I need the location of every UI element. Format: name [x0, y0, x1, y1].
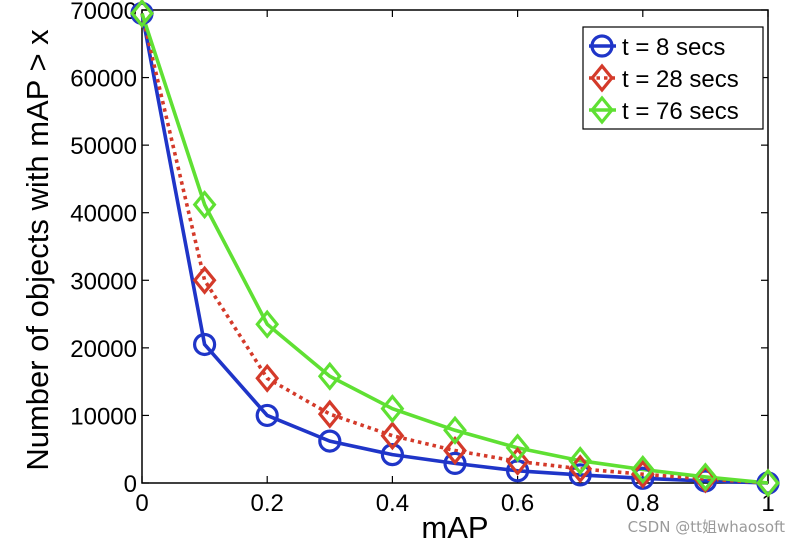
series-layer	[130, 0, 780, 498]
series-3-point	[568, 446, 593, 476]
watermark: CSDN @tt姐whaosoft	[628, 518, 785, 536]
series-3-point	[505, 433, 530, 463]
y-tick-label: 0	[124, 471, 137, 498]
series-2-point	[255, 363, 280, 393]
legend-label-2: t = 28 secs	[622, 66, 739, 93]
x-axis: 0 0.2 0.4 0.6 0.8 1	[135, 10, 775, 517]
y-tick-label: 40000	[70, 201, 137, 228]
x-axis-title: mAP	[421, 510, 488, 545]
series-2-point	[630, 459, 655, 489]
series-3-point	[756, 468, 780, 498]
series-2-point	[192, 265, 217, 295]
series-3-point	[255, 309, 280, 339]
series-3-point	[130, 0, 154, 28]
series-2-point	[317, 399, 342, 429]
series-2-point	[505, 446, 530, 476]
series-1-point	[568, 463, 592, 487]
series-2-point	[380, 421, 405, 451]
y-tick-label: 50000	[70, 133, 137, 160]
legend-label-1: t = 8 secs	[622, 34, 725, 61]
y-axis: 0 10000 20000 30000 40000 50000 60000 70000	[70, 0, 768, 498]
x-tick-label: 0.4	[376, 490, 409, 517]
y-tick-label: 10000	[70, 403, 137, 430]
series-line-3	[140, 12, 769, 485]
legend-label-3: t = 76 secs	[622, 98, 739, 125]
series-1-point	[255, 403, 279, 428]
y-axis-title: Number of objects with mAP > x	[20, 29, 55, 471]
y-tick-label: 70000	[70, 0, 137, 25]
x-tick-label: 0.8	[626, 490, 659, 517]
series-3-point	[317, 361, 342, 391]
series-1-point	[318, 429, 342, 453]
series-1-point	[380, 443, 404, 467]
y-tick-label: 30000	[70, 268, 137, 295]
legend-marker-3	[590, 95, 614, 125]
legend-marker-1	[590, 34, 614, 58]
series-1-point	[443, 451, 467, 476]
y-tick-label: 20000	[70, 336, 137, 363]
x-tick-label: 0	[135, 490, 148, 517]
x-tick-label: 0.2	[251, 490, 284, 517]
series-2-point	[443, 436, 467, 466]
legend-items: t = 8 secs t = 28 secs t = 76 secs	[589, 34, 739, 125]
series-3-point	[693, 462, 718, 492]
series-3-point	[380, 394, 405, 424]
legend-marker-2	[590, 63, 614, 93]
x-tick-label: 1	[761, 490, 774, 517]
series-3-point	[192, 190, 217, 220]
legend: t = 8 secs t = 28 secs t = 76 secs	[582, 26, 764, 130]
y-tick-label: 60000	[70, 66, 137, 93]
series-3-point	[630, 454, 655, 485]
series-3-point	[443, 415, 467, 445]
series-1-point	[193, 332, 217, 357]
x-tick-label: 0.6	[501, 490, 534, 517]
series-line-2	[140, 12, 769, 485]
